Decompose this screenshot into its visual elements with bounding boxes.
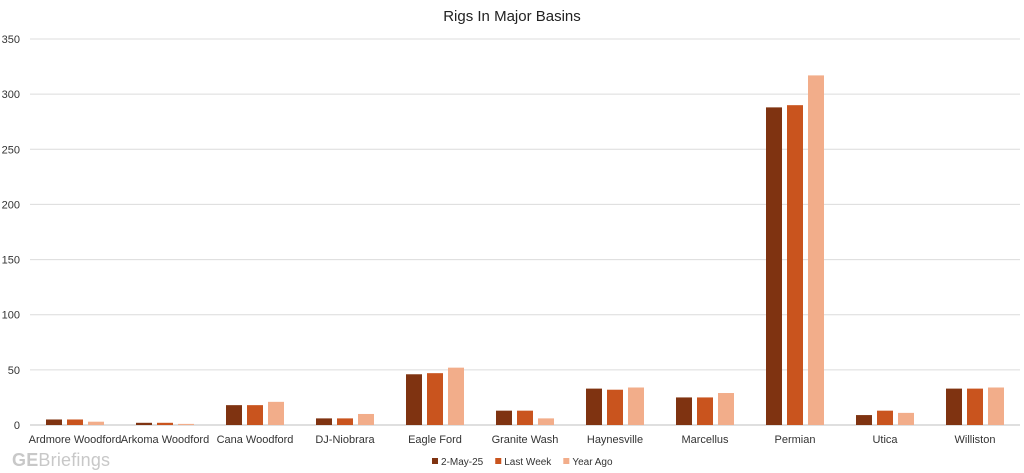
bar [628, 387, 644, 425]
legend-swatch [563, 458, 570, 464]
bar [766, 107, 782, 426]
y-tick-label: 300 [2, 89, 20, 101]
bar [517, 410, 533, 425]
bar [406, 374, 422, 425]
bar [337, 418, 353, 425]
legend-swatch [432, 458, 438, 464]
bar [268, 401, 284, 425]
y-tick-label: 100 [2, 310, 20, 322]
bar [157, 422, 173, 425]
y-tick-label: 200 [2, 199, 20, 211]
y-tick-label: 0 [14, 420, 20, 432]
bar [538, 418, 554, 425]
x-tick-label: Granite Wash [492, 434, 559, 446]
bar [247, 405, 263, 425]
legend-label: Last Week [504, 457, 552, 468]
bar [316, 418, 332, 425]
bar [448, 367, 464, 425]
bar [67, 419, 83, 425]
x-tick-label: Marcellus [681, 434, 729, 446]
bar [946, 388, 962, 425]
y-tick-label: 250 [2, 144, 20, 156]
bar [46, 419, 62, 425]
bar [877, 410, 893, 425]
y-tick-label: 50 [8, 365, 20, 377]
x-tick-label: Ardmore Woodford [29, 434, 122, 446]
bar [427, 373, 443, 425]
x-tick-label: Cana Woodford [217, 434, 294, 446]
bar [718, 393, 734, 425]
legend-label: 2-May-25 [441, 457, 484, 468]
legend-label: Year Ago [572, 457, 613, 468]
bar [136, 422, 152, 425]
legend: 2-May-25 Last Week Year Ago [432, 457, 613, 468]
bar [178, 423, 194, 425]
watermark-logo: GEBriefings [12, 450, 111, 470]
chart-title: Rigs In Major Basins [443, 8, 581, 25]
bar [676, 397, 692, 425]
bar [607, 389, 623, 425]
bar [226, 405, 242, 425]
bar [808, 75, 824, 425]
bar [496, 410, 512, 425]
bar [88, 421, 104, 425]
y-tick-label: 150 [2, 255, 20, 267]
bar [787, 105, 803, 426]
legend-swatch [495, 458, 502, 464]
bar [697, 397, 713, 425]
y-tick-label: 350 [2, 34, 20, 46]
x-tick-label: Arkoma Woodford [121, 434, 209, 446]
bar [586, 388, 602, 425]
x-tick-label: Eagle Ford [408, 434, 462, 446]
x-tick-label: Utica [872, 434, 898, 446]
bar [898, 412, 914, 425]
bar [988, 387, 1004, 425]
bar [967, 388, 983, 425]
x-tick-label: Williston [955, 434, 996, 446]
bar [358, 413, 374, 425]
x-tick-label: Haynesville [587, 434, 643, 446]
x-tick-label: Permian [775, 434, 816, 446]
bar [856, 415, 872, 425]
x-tick-label: DJ-Niobrara [315, 434, 375, 446]
